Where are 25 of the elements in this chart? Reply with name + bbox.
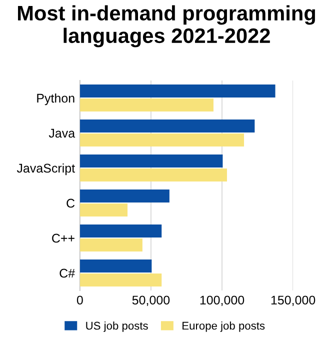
- y-tick-label: C++: [52, 234, 74, 243]
- legend-label: Europe job posts: [182, 322, 265, 332]
- bar: [80, 154, 223, 168]
- bar: [80, 98, 214, 112]
- y-tick-label: Java: [48, 128, 76, 138]
- bar: [80, 204, 128, 216]
- y-tick-label: C: [66, 198, 75, 208]
- legend-label: US job posts: [86, 322, 148, 332]
- bar: [80, 84, 276, 98]
- bar: [80, 168, 227, 182]
- bar: [80, 190, 170, 202]
- y-tick-label: JavaScript: [16, 163, 75, 176]
- bar: [80, 238, 142, 252]
- y-tick-label: Python: [37, 93, 74, 106]
- bar: [80, 260, 152, 272]
- x-tick-label: 50,000: [132, 296, 170, 306]
- x-tick-label: 100,000: [200, 296, 244, 306]
- x-tick-label: 0: [76, 296, 83, 305]
- bar: [80, 274, 162, 286]
- bar: [80, 224, 162, 238]
- y-tick-label: C#: [60, 268, 75, 278]
- x-tick-label: 150,000: [271, 296, 316, 306]
- bar: [80, 134, 244, 146]
- bar: [80, 120, 255, 132]
- chart-title: Most in-demand programming languages 2021-2022: [18, 5, 315, 48]
